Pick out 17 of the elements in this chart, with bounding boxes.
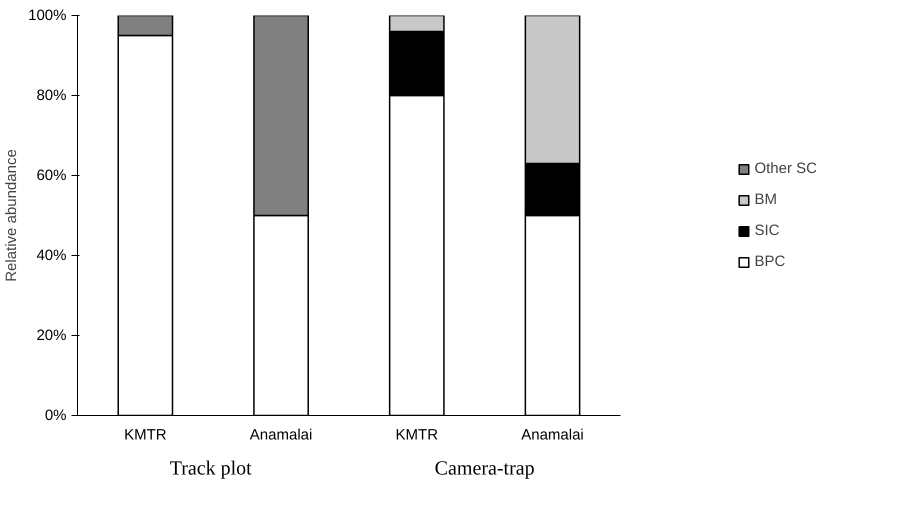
legend-label: BPC [754, 253, 786, 270]
y-tick-label: 0% [44, 407, 67, 424]
x-tick-label: KMTR [396, 426, 438, 444]
legend-label: Other SC [754, 160, 817, 177]
text: Track plot [170, 458, 252, 480]
y-tick-label: 100% [28, 7, 67, 24]
text: Camera-trap [434, 458, 535, 480]
y-tick-label: 60% [36, 167, 67, 184]
x-tick-label: Anamalai [250, 426, 312, 444]
y-tick-label: 40% [36, 247, 67, 264]
y-axis-title: Relative abundance [3, 149, 20, 282]
y-tick-label: 80% [36, 87, 67, 104]
legend-label: SIC [754, 222, 780, 239]
x-tick-label: Anamalai [521, 426, 584, 444]
y-tick-label: 20% [36, 327, 67, 344]
legend-label: BM [754, 191, 777, 208]
x-tick-label: KMTR [124, 426, 167, 444]
